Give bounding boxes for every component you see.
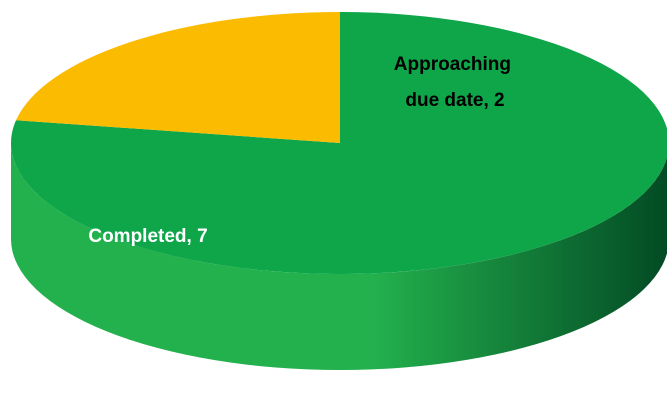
data-label-approaching-due-date: Approaching due date, 2 [394, 54, 516, 111]
data-label-line-1: Approaching [394, 54, 511, 75]
slice-completed [11, 12, 667, 274]
data-label-completed: Completed, 7 [88, 226, 207, 247]
pie-side-face [11, 143, 667, 370]
data-label-line-2: due date, 2 [405, 90, 504, 111]
slice-approaching-due-date [15, 12, 340, 143]
